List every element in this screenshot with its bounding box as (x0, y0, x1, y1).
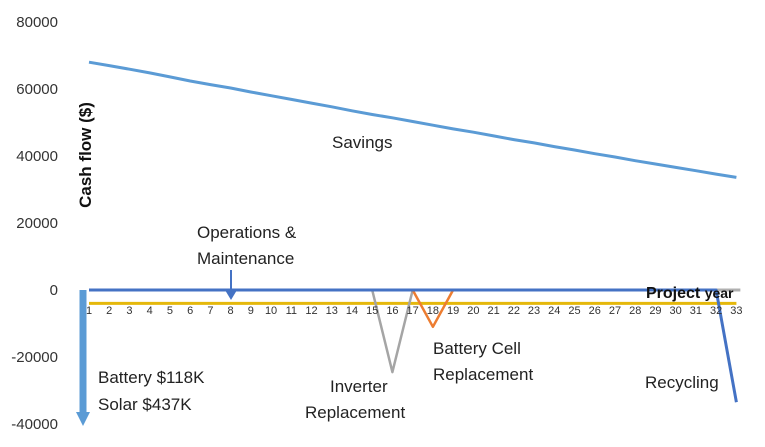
battery-cell-annotation-line2: Replacement (433, 365, 533, 384)
series-inverter-replacement-line (370, 289, 414, 374)
x-tick-label: 25 (568, 305, 580, 317)
y-tick-label: 60000 (16, 81, 58, 98)
x-tick-label: 1 (86, 305, 92, 317)
x-tick-label: 17 (407, 305, 419, 317)
y-tick-label: -40000 (11, 416, 58, 433)
y-tick-label: -20000 (11, 349, 58, 366)
x-tick-label: 6 (187, 305, 193, 317)
om-annotation-line2: Maintenance (197, 249, 294, 268)
x-tick-label: 14 (346, 305, 358, 317)
x-tick-label: 23 (528, 305, 540, 317)
x-tick-label: 4 (147, 305, 153, 317)
x-tick-label: 28 (629, 305, 641, 317)
x-tick-label: 2 (106, 305, 112, 317)
om-annotation-arrowhead (225, 290, 237, 300)
x-tick-label: 3 (126, 305, 132, 317)
x-tick-label: 9 (248, 305, 254, 317)
x-tick-label: 24 (548, 305, 560, 317)
x-tick-label: 15 (366, 305, 378, 317)
x-tick-label: 10 (265, 305, 277, 317)
y-axis-label: Cash flow ($) (76, 102, 95, 208)
x-tick-label: 7 (207, 305, 213, 317)
capital-annotation-line1: Battery $118K (98, 368, 205, 387)
x-axis-label: Project year (646, 285, 734, 302)
savings-annotation: Savings (332, 133, 392, 152)
x-axis-label-suffix: year (705, 285, 734, 301)
x-tick-label: 12 (305, 305, 317, 317)
inverter-annotation-line2: Replacement (305, 403, 405, 422)
x-tick-label: 13 (326, 305, 338, 317)
recycling-annotation: Recycling (645, 373, 719, 392)
x-tick-label: 16 (386, 305, 398, 317)
om-annotation-line1: Operations & (197, 223, 297, 242)
x-tick-label: 18 (427, 305, 439, 317)
battery-cell-annotation-line1: Battery Cell (433, 339, 521, 358)
series-savings-line (88, 60, 737, 179)
x-tick-label: 29 (649, 305, 661, 317)
x-tick-label: 21 (487, 305, 499, 317)
x-axis-label-main: Project (646, 285, 701, 302)
inverter-annotation-line1: Inverter (330, 377, 388, 396)
x-tick-label: 19 (447, 305, 459, 317)
initial-capital-arrow-head (76, 412, 90, 426)
x-axis-ticks: 1 2 3 4 5 6 7 8 9 10 11 12 13 14 15 16 17 18 19 20 21 22 23 24 2… (86, 305, 743, 317)
y-tick-label: 0 (50, 282, 58, 299)
x-tick-label: 27 (609, 305, 621, 317)
series-battery-cell-replacement-line (411, 289, 455, 329)
x-tick-label: 20 (467, 305, 479, 317)
y-tick-label: 20000 (16, 215, 58, 232)
x-tick-label: 5 (167, 305, 173, 317)
x-tick-label: 31 (690, 305, 702, 317)
x-tick-label: 30 (670, 305, 682, 317)
x-tick-label: 26 (589, 305, 601, 317)
x-tick-label: 33 (730, 305, 742, 317)
x-tick-label: 8 (228, 305, 234, 317)
y-tick-label: 40000 (16, 148, 58, 165)
x-tick-label: 11 (286, 305, 297, 317)
x-tick-label: 32 (710, 305, 722, 317)
capital-annotation-line2: Solar $437K (98, 395, 192, 414)
series-layer (76, 60, 741, 426)
y-axis-ticks: 80000 60000 40000 20000 0 -20000 -40000 (11, 14, 58, 433)
y-tick-label: 80000 (16, 14, 58, 31)
series-recycling-line (89, 288, 738, 403)
x-tick-label: 22 (508, 305, 520, 317)
